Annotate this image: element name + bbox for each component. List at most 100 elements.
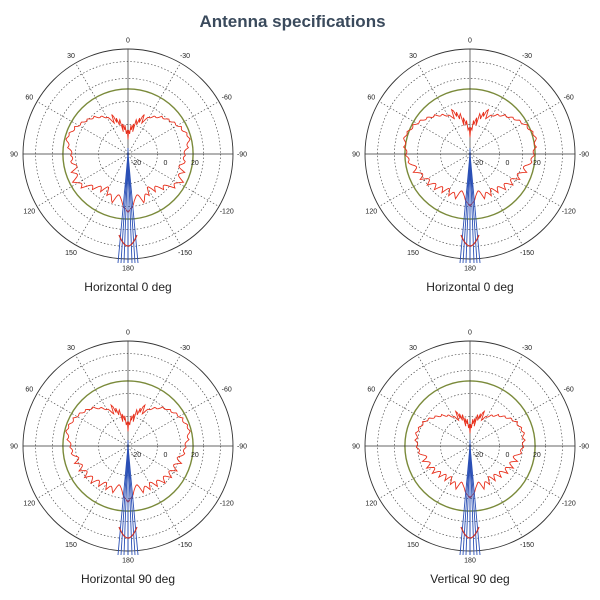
polar-plot-vertical-90: 0 -30 -60 -90 -120 -150 180 150 120 90 60 30 -20 0 20 … bbox=[340, 310, 600, 600]
grid-spoke bbox=[75, 153, 129, 246]
grid-spoke bbox=[417, 153, 471, 246]
grid-spoke bbox=[36, 393, 129, 447]
radial-tick-label: -20 bbox=[473, 160, 483, 167]
radiation-pattern bbox=[414, 409, 526, 500]
radiation-pattern bbox=[65, 114, 191, 214]
angle-tick-label: 120 bbox=[23, 501, 35, 508]
angle-tick-label: -30 bbox=[180, 53, 190, 60]
radiation-pattern bbox=[65, 403, 191, 504]
angle-tick-label: 150 bbox=[65, 542, 77, 549]
main-beam-lobe bbox=[120, 445, 136, 556]
grid-spoke bbox=[75, 354, 129, 447]
grid-spoke bbox=[127, 445, 220, 499]
angle-tick-label: -60 bbox=[222, 95, 232, 102]
angle-tick-label: -90 bbox=[579, 152, 589, 159]
main-beam-lobe bbox=[120, 153, 136, 264]
plot-caption: Horizontal 90 deg bbox=[80, 572, 176, 586]
angle-tick-label: 60 bbox=[367, 95, 375, 102]
grid-spoke bbox=[127, 445, 181, 538]
radial-tick-label: -20 bbox=[131, 452, 141, 459]
radial-tick-label: 0 bbox=[164, 452, 168, 459]
grid-spoke bbox=[127, 153, 181, 246]
polar-chart: 0 -30 -60 -90 -120 -150 180 150 120 90 60 30 -20 0 20 bbox=[352, 38, 589, 273]
angle-tick-label: 180 bbox=[464, 266, 476, 273]
grid-spoke bbox=[36, 153, 129, 207]
grid-spoke bbox=[469, 153, 523, 246]
angle-tick-label: 30 bbox=[409, 53, 417, 60]
angle-tick-label: 0 bbox=[126, 38, 130, 45]
grid-spoke bbox=[469, 62, 523, 155]
grid-spoke bbox=[417, 445, 471, 538]
main-beam-lobe bbox=[459, 153, 481, 264]
angle-tick-label: 60 bbox=[25, 387, 33, 394]
angle-tick-label: 90 bbox=[10, 152, 18, 159]
angle-tick-label: -120 bbox=[562, 209, 576, 216]
polar-chart: 0 -30 -60 -90 -120 -150 180 150 120 90 60 30 -20 0 20 bbox=[10, 38, 247, 273]
angle-tick-label: -150 bbox=[178, 250, 192, 257]
grid-spoke bbox=[75, 445, 129, 538]
angle-tick-label: 0 bbox=[468, 330, 472, 337]
radial-tick-label: 20 bbox=[191, 452, 199, 459]
grid-spoke bbox=[417, 62, 471, 155]
polar-chart: 0 -30 -60 -90 -120 -150 180 150 120 90 60 30 -20 0 20 bbox=[352, 330, 589, 565]
angle-tick-label: 60 bbox=[367, 387, 375, 394]
radial-tick-label: 0 bbox=[506, 452, 510, 459]
polar-plot-horizontal-0-b: 0 -30 -60 -90 -120 -150 180 150 120 90 60 30 -20 0 20 … bbox=[340, 18, 600, 308]
radiation-pattern bbox=[402, 108, 538, 208]
grid-spoke bbox=[469, 445, 523, 538]
radial-tick-label: -20 bbox=[131, 160, 141, 167]
main-beam-lobe bbox=[459, 445, 481, 556]
radial-tick-label: -20 bbox=[473, 452, 483, 459]
grid-spoke bbox=[378, 393, 471, 447]
grid-spoke bbox=[127, 393, 220, 447]
angle-tick-label: 180 bbox=[122, 266, 134, 273]
angle-tick-label: 30 bbox=[409, 345, 417, 352]
angle-tick-label: -30 bbox=[522, 345, 532, 352]
angle-tick-label: -90 bbox=[237, 444, 247, 451]
plot-caption: Horizontal 0 deg bbox=[426, 280, 514, 294]
angle-tick-label: -120 bbox=[220, 209, 234, 216]
angle-tick-label: 150 bbox=[407, 542, 419, 549]
angle-tick-label: -150 bbox=[520, 542, 534, 549]
angle-tick-label: 30 bbox=[67, 53, 75, 60]
angle-tick-label: -60 bbox=[564, 387, 574, 394]
angle-tick-label: -60 bbox=[564, 95, 574, 102]
plot-caption: Vertical 90 deg bbox=[430, 572, 510, 586]
main-beam-lobe bbox=[117, 445, 139, 556]
angle-tick-label: 30 bbox=[67, 345, 75, 352]
angle-tick-label: -150 bbox=[178, 542, 192, 549]
grid-spoke bbox=[75, 62, 129, 155]
angle-tick-label: -120 bbox=[220, 501, 234, 508]
angle-tick-label: -120 bbox=[562, 501, 576, 508]
main-beam-lobe bbox=[462, 153, 478, 264]
angle-tick-label: 150 bbox=[65, 250, 77, 257]
beam-tip bbox=[460, 234, 480, 247]
angle-tick-label: -90 bbox=[579, 444, 589, 451]
grid-spoke bbox=[378, 101, 471, 155]
beam-tip bbox=[460, 526, 480, 539]
beam-tip bbox=[118, 526, 138, 539]
angle-tick-label: -30 bbox=[180, 345, 190, 352]
angle-tick-label: 0 bbox=[468, 38, 472, 45]
grid-spoke bbox=[417, 354, 471, 447]
angle-tick-label: 90 bbox=[352, 152, 360, 159]
page-title: Antenna specifications bbox=[199, 12, 386, 31]
angle-tick-label: 150 bbox=[407, 250, 419, 257]
angle-tick-label: 120 bbox=[365, 209, 377, 216]
radial-tick-label: 20 bbox=[533, 160, 541, 167]
grid-spoke bbox=[127, 354, 181, 447]
grid-spoke bbox=[36, 101, 129, 155]
polar-plot-horizontal-0-a: 0 -30 -60 -90 -120 -150 180 150 120 90 60 30 -20 0 20 … bbox=[0, 18, 258, 308]
beam-tip bbox=[118, 234, 138, 247]
radial-tick-label: 20 bbox=[191, 160, 199, 167]
angle-tick-label: 60 bbox=[25, 95, 33, 102]
polar-plot-horizontal-90: 0 -30 -60 -90 -120 -150 180 150 120 90 60 30 -20 0 20 … bbox=[0, 310, 258, 600]
angle-tick-label: 180 bbox=[464, 558, 476, 565]
radial-tick-label: 20 bbox=[533, 452, 541, 459]
angle-tick-label: -150 bbox=[520, 250, 534, 257]
angle-tick-label: -60 bbox=[222, 387, 232, 394]
angle-tick-label: -90 bbox=[237, 152, 247, 159]
grid-spoke bbox=[127, 101, 220, 155]
angle-tick-label: 90 bbox=[352, 444, 360, 451]
angle-tick-label: 120 bbox=[23, 209, 35, 216]
